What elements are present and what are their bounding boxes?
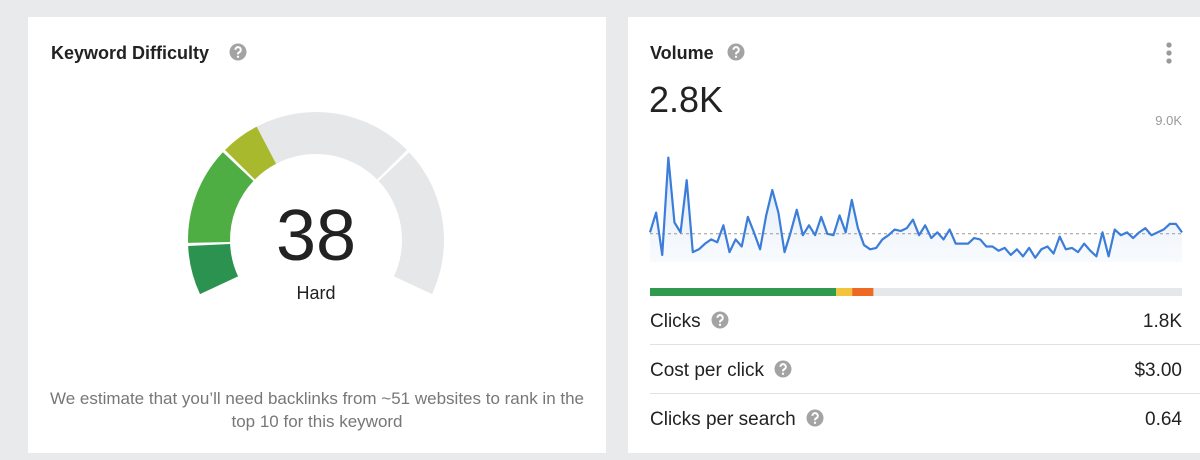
gauge-track: [378, 152, 444, 295]
area: [650, 157, 1182, 262]
metric-row: Clicks per search 0.64: [650, 409, 1182, 431]
metric-row: Clicks 1.8K: [650, 311, 1182, 333]
click-bar-segment: [836, 288, 853, 296]
card-title: Keyword Difficulty: [51, 43, 210, 63]
volume-value: 2.8K: [649, 79, 724, 120]
gauge-track: [256, 112, 408, 180]
help-icon[interactable]: [774, 360, 792, 378]
score-label: Hard: [296, 283, 335, 303]
metric-label: Clicks per search: [650, 409, 796, 430]
card-title: Volume: [650, 43, 714, 63]
click-bar-segment: [873, 288, 1182, 296]
divider: [650, 393, 1200, 394]
help-icon[interactable]: [806, 409, 824, 427]
metric-value: 0.64: [1145, 409, 1182, 430]
score: 38: [276, 196, 356, 276]
click-bar-segment: [650, 288, 837, 296]
gauge: 38 Hard: [188, 112, 444, 303]
menu-button[interactable]: [1165, 41, 1173, 65]
metric-label: Cost per click: [650, 360, 765, 381]
description: We estimate that you’ll need backlinks f…: [49, 389, 585, 431]
click-bar-segment: [852, 288, 874, 296]
y-tick-label: 9.0K: [1155, 113, 1182, 128]
divider: [650, 344, 1200, 345]
help-icon[interactable]: [711, 311, 729, 329]
gauge-fill: [188, 152, 254, 243]
volume-card: Volume 2.8K 9.0K Clicks 1.8K Cost per clic…: [628, 17, 1200, 453]
metric-row: Cost per click $3.00: [650, 360, 1182, 382]
metric-value: $3.00: [1134, 360, 1182, 381]
gauge-fill: [224, 126, 277, 180]
metric-value: 1.8K: [1142, 311, 1182, 332]
gauge-fill: [188, 244, 239, 295]
difficulty-card: Keyword Difficulty 38 Hard We estimate t…: [28, 17, 606, 453]
line: [648, 156, 1183, 259]
metric-label: Clicks: [650, 311, 701, 332]
volume-chart: 9.0K: [648, 113, 1183, 296]
